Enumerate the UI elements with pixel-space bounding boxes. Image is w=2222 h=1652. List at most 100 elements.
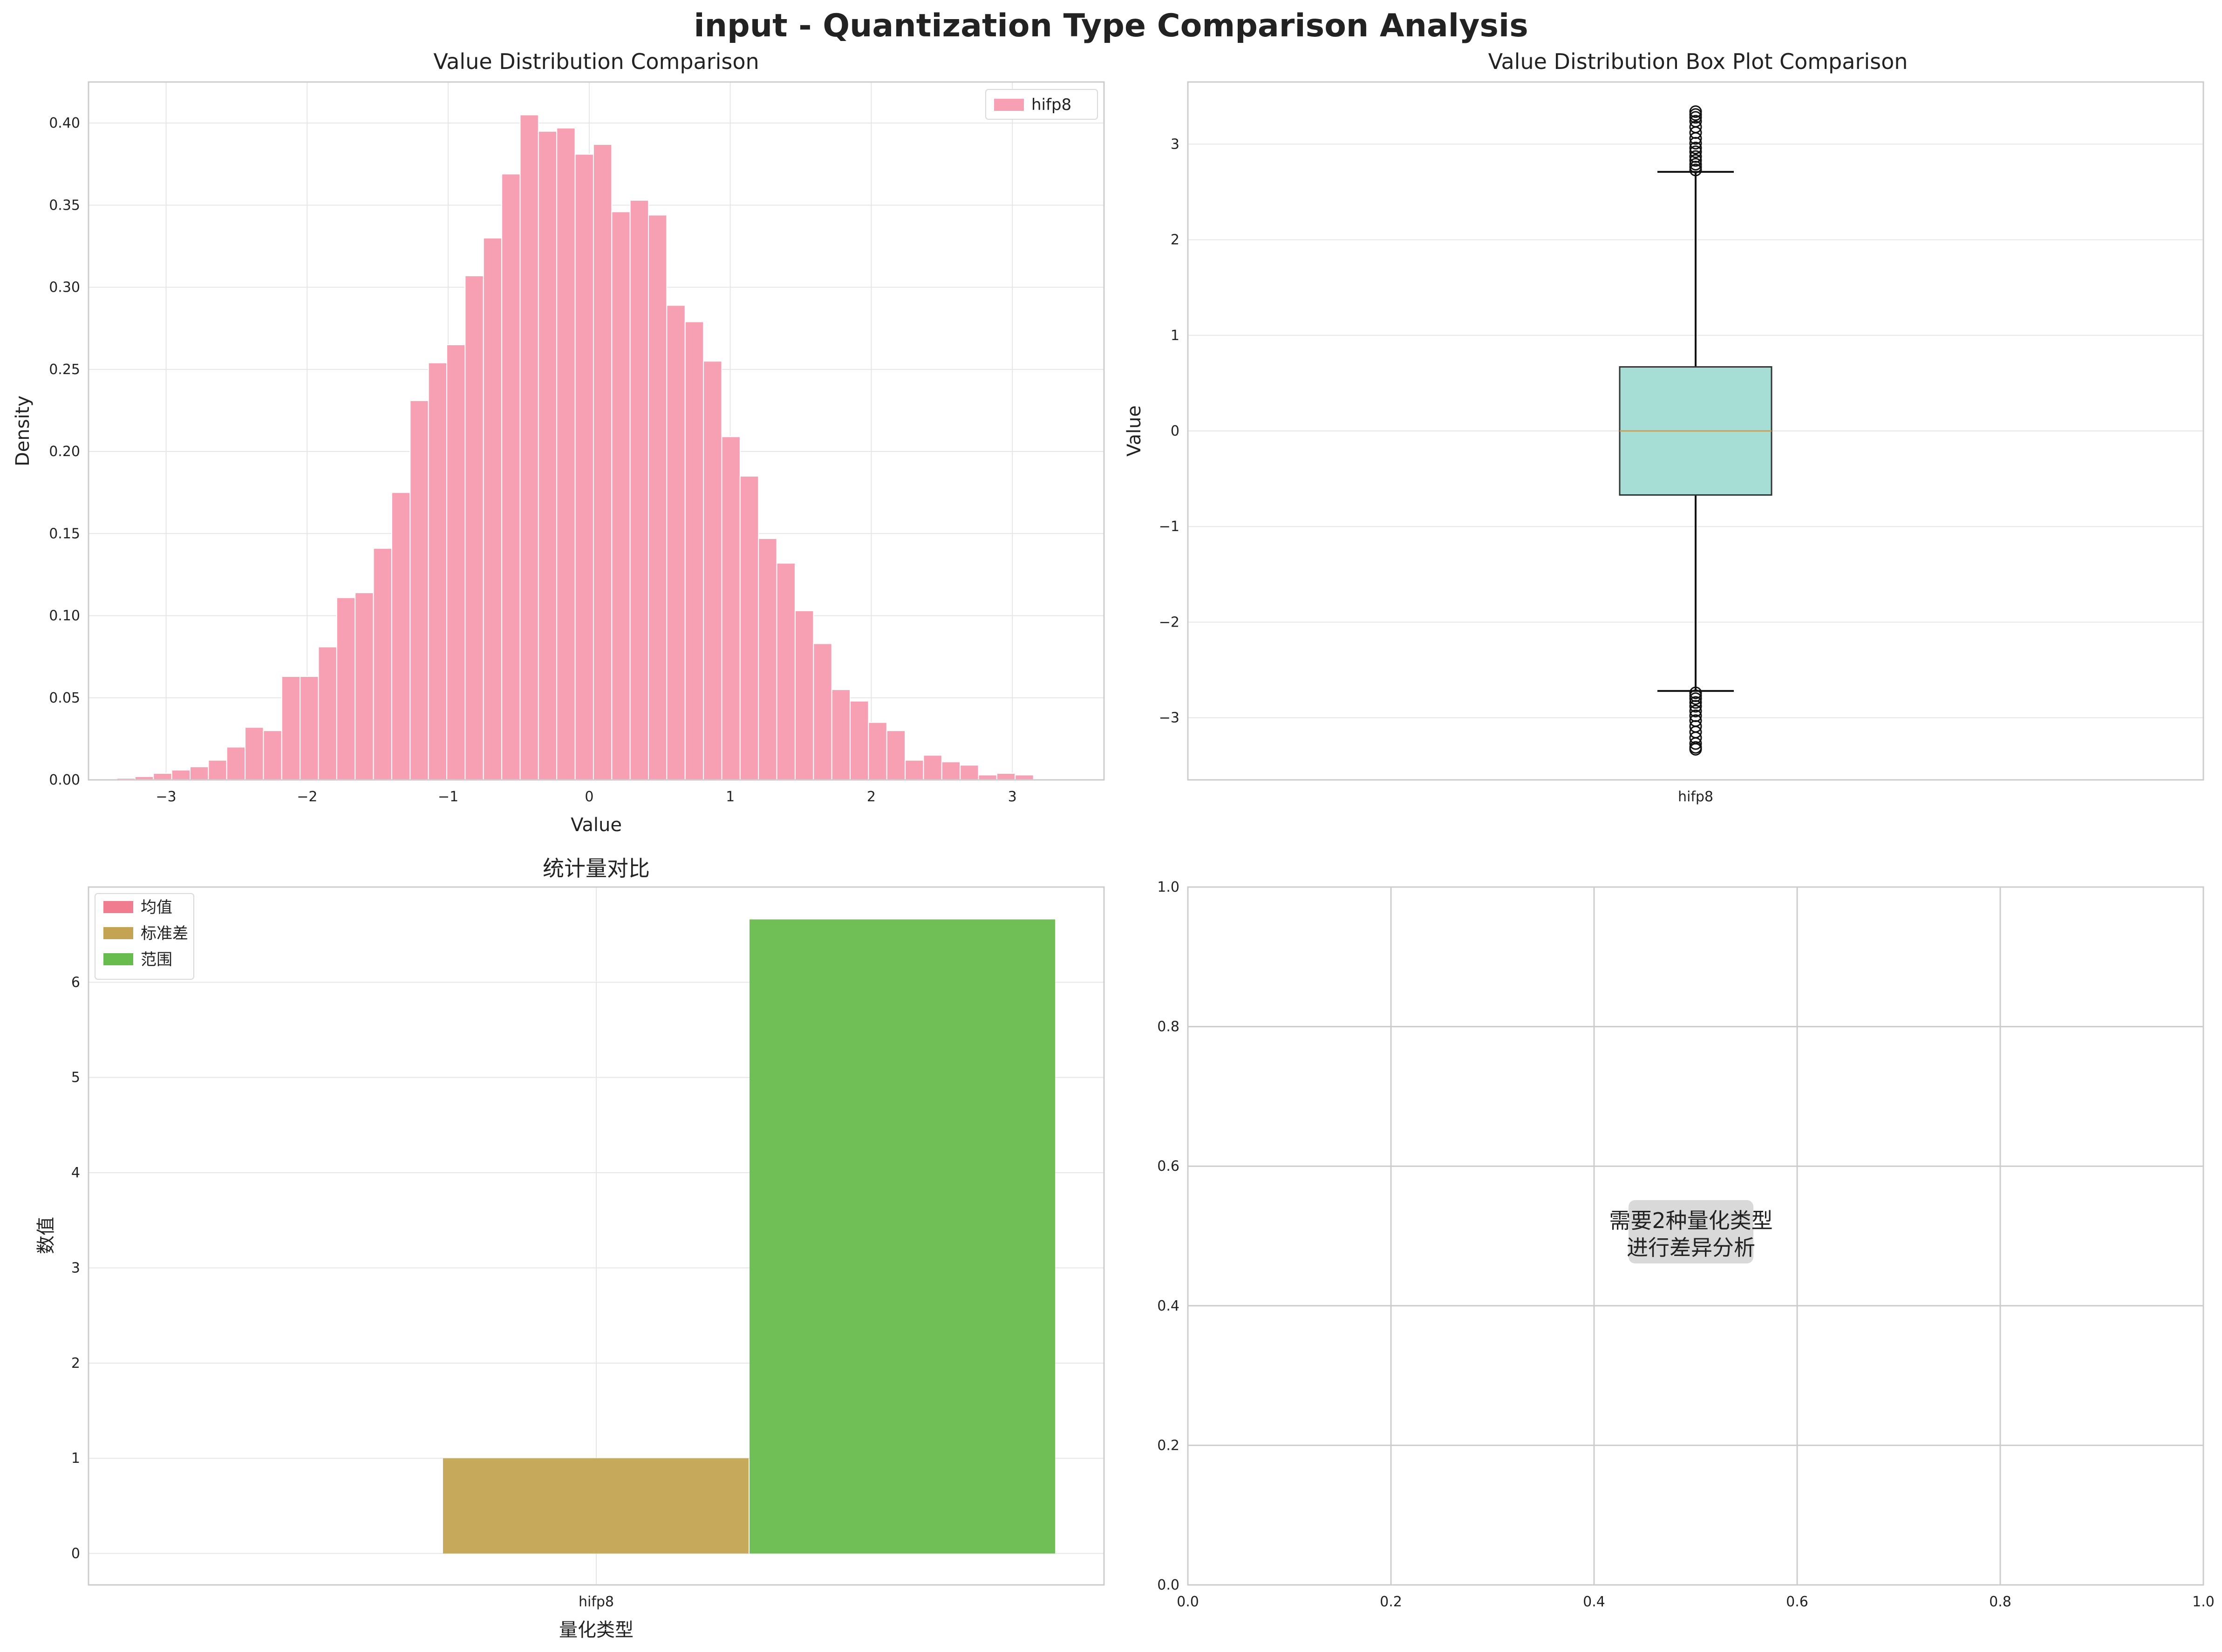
stats-legend: 均值 标准差 范围 bbox=[95, 893, 194, 980]
outlier-point bbox=[1689, 737, 1702, 750]
histogram-bar bbox=[153, 772, 172, 780]
boxplot-panel: Value Distribution Box Plot Comparison −… bbox=[1124, 49, 2204, 805]
x-tick-label: hifp8 bbox=[1678, 789, 1713, 805]
histogram-bar bbox=[905, 759, 924, 780]
histogram-bar bbox=[960, 765, 979, 780]
histogram-bar bbox=[703, 361, 722, 780]
figure-title: input - Quantization Type Comparison Ana… bbox=[694, 7, 1528, 44]
y-tick-label: 0.05 bbox=[49, 690, 80, 706]
histogram-bar bbox=[978, 774, 997, 781]
y-tick-label: 0.10 bbox=[49, 608, 80, 624]
histogram-panel: Value Distribution Comparison −3 −2 −1 0 1 2 3… bbox=[12, 49, 1105, 836]
histogram-bar bbox=[373, 548, 392, 780]
histogram-frame bbox=[88, 81, 1105, 781]
outlier-point bbox=[1689, 700, 1702, 713]
histogram-bar bbox=[721, 436, 741, 780]
stats-title: 统计量对比 bbox=[543, 856, 650, 881]
histogram-bar bbox=[996, 772, 1016, 780]
histogram-bar bbox=[831, 689, 851, 781]
y-tick-label: 0.15 bbox=[49, 526, 80, 542]
histogram-bar bbox=[190, 766, 209, 781]
y-tick-label: 4 bbox=[71, 1165, 80, 1181]
y-tick-label: −3 bbox=[1159, 710, 1179, 726]
y-tick-label: 0.40 bbox=[49, 115, 80, 131]
y-tick-label: 0.00 bbox=[49, 772, 80, 788]
outlier-point bbox=[1689, 105, 1702, 118]
legend-label-hifp8: hifp8 bbox=[1031, 96, 1071, 114]
outlier-point bbox=[1689, 150, 1702, 163]
x-tick-label: 3 bbox=[1008, 789, 1017, 805]
y-tick-label: 0.0 bbox=[1157, 1577, 1179, 1593]
y-tick-label: 2 bbox=[71, 1355, 80, 1372]
y-tick-label: −1 bbox=[1159, 519, 1179, 535]
y-tick-label: 2 bbox=[1171, 232, 1179, 248]
x-tick-label: 0.8 bbox=[1989, 1594, 2011, 1610]
histogram-bar bbox=[501, 173, 521, 780]
y-tick-label: 0 bbox=[71, 1546, 80, 1562]
histogram-bar bbox=[648, 214, 668, 780]
y-tick-label: 5 bbox=[71, 1070, 80, 1086]
histogram-bar bbox=[1015, 774, 1034, 781]
histogram-xlabel: Value bbox=[571, 814, 622, 836]
boxplot-frame bbox=[1187, 81, 2204, 781]
stats-ylabel: 数值 bbox=[35, 1217, 57, 1254]
histogram-bar bbox=[923, 755, 942, 780]
outlier-point bbox=[1689, 704, 1702, 717]
x-tick-label: 0.2 bbox=[1380, 1594, 1402, 1610]
x-tick-label: 1.0 bbox=[2192, 1594, 2215, 1610]
y-tick-label: 3 bbox=[71, 1260, 80, 1276]
stat-bar bbox=[443, 1458, 749, 1554]
y-tick-label: 0.4 bbox=[1157, 1298, 1179, 1314]
histogram-bar bbox=[739, 475, 759, 780]
y-tick-label: 6 bbox=[71, 974, 80, 990]
histogram-ylabel: Density bbox=[12, 396, 34, 466]
y-tick-label: 1 bbox=[71, 1450, 80, 1467]
histogram-bar bbox=[629, 199, 649, 780]
boxplot-ylabel: Value bbox=[1124, 405, 1145, 457]
histogram-bar bbox=[263, 730, 282, 780]
histogram-bar bbox=[538, 130, 558, 780]
histogram-bar bbox=[483, 237, 503, 780]
histogram-bar bbox=[409, 400, 429, 780]
y-tick-label: 1 bbox=[1171, 328, 1179, 344]
x-tick-label: 2 bbox=[867, 789, 876, 805]
histogram-bar bbox=[464, 275, 484, 780]
x-tick-label: 0.0 bbox=[1177, 1594, 1199, 1610]
outlier-point bbox=[1689, 142, 1702, 155]
legend-label-range: 范围 bbox=[141, 950, 172, 969]
x-tick-label: 0.4 bbox=[1583, 1594, 1605, 1610]
histogram-bar bbox=[171, 769, 191, 781]
empty-panel: 0.0 0.2 0.4 0.6 0.8 1.0 0.0 0.2 0.4 0.6 0.8 1.0 需要2… bbox=[1157, 879, 2215, 1610]
histogram-bar bbox=[886, 730, 906, 780]
stat-bar bbox=[750, 919, 1055, 1554]
boxplot-title: Value Distribution Box Plot Comparison bbox=[1488, 49, 1908, 74]
y-tick-label: −2 bbox=[1159, 614, 1179, 630]
histogram-bar bbox=[226, 746, 246, 780]
legend-swatch-mean bbox=[103, 901, 133, 913]
x-tick-label: −3 bbox=[156, 789, 176, 805]
histogram-bar bbox=[336, 597, 356, 781]
histogram-bar bbox=[281, 676, 301, 780]
y-tick-label: 0 bbox=[1171, 423, 1179, 439]
y-tick-label: 0.8 bbox=[1157, 1019, 1179, 1035]
stats-panel: 统计量对比 0 1 2 3 4 5 6 hifp8 量化类型 数值 均值 标准差 范围 bbox=[35, 856, 1105, 1641]
outlier-point bbox=[1689, 120, 1702, 133]
outlier-point bbox=[1689, 692, 1702, 705]
legend-swatch-std bbox=[103, 927, 133, 939]
histogram-bar bbox=[245, 727, 264, 781]
note-line-1: 需要2种量化类型 bbox=[1609, 1208, 1772, 1233]
histogram-bar bbox=[868, 722, 887, 780]
empty-frame bbox=[1187, 886, 2204, 1586]
outlier-point bbox=[1689, 145, 1702, 158]
histogram-bar bbox=[758, 538, 777, 781]
y-tick-label: 0.30 bbox=[49, 280, 80, 296]
y-tick-label: 3 bbox=[1171, 136, 1179, 152]
note-line-2: 进行差异分析 bbox=[1627, 1235, 1755, 1260]
legend-swatch-range bbox=[103, 953, 133, 965]
histogram-title: Value Distribution Comparison bbox=[433, 49, 759, 74]
x-tick-label: 0 bbox=[585, 789, 593, 805]
histogram-bar bbox=[519, 114, 539, 780]
histogram-bar bbox=[446, 344, 466, 780]
histogram-bar bbox=[391, 492, 411, 781]
